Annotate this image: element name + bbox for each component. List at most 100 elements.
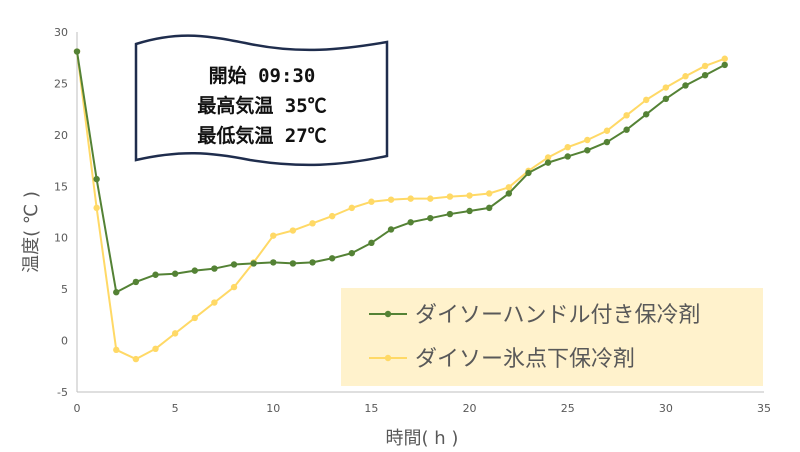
data-point [191,267,198,274]
data-point [623,126,630,133]
data-point [643,96,650,104]
x-tick-label: 0 [74,402,81,415]
x-tick-label: 15 [364,402,378,415]
y-tick-label: 5 [61,283,68,296]
data-point [603,138,611,146]
data-point [368,198,375,205]
x-tick-label: 35 [757,402,771,415]
x-tick-label: 30 [659,402,673,415]
y-axis-label: 温度( ℃ ) [21,191,42,273]
y-tick-label: 30 [54,26,68,39]
data-point [544,159,552,166]
data-point [446,193,454,200]
data-point [289,227,297,234]
data-point [721,61,728,69]
data-point [309,259,316,266]
series-1 [73,48,728,363]
axes [76,32,764,393]
legend-swatch-marker [384,354,392,362]
y-tick-label: -5 [57,386,68,399]
data-point [230,283,238,291]
y-tick-label: 10 [54,232,68,245]
data-point [564,144,571,151]
annotation-line-max-temp: 最高気温 35℃ [197,94,326,117]
data-point [407,219,414,226]
legend: ダイソーハンドル付き保冷剤 ダイソー氷点下保冷剤 [341,288,763,386]
banner-shape [134,34,389,167]
data-point [309,220,316,227]
data-point [387,226,395,233]
data-point [584,136,591,144]
data-point [387,196,395,203]
data-point [662,95,670,103]
data-point [171,330,179,337]
data-point [721,55,728,62]
x-tick-label: 25 [561,402,575,415]
data-point [682,73,689,80]
data-point [250,260,257,267]
x-tick-labels: 0 5 10 15 20 25 30 35 [74,402,772,415]
data-point [643,111,650,118]
annotation-line-start: 開始 09:30 [209,64,316,87]
data-point [113,289,120,296]
series-0 [73,48,728,296]
data-point [152,271,159,278]
data-point [328,255,336,262]
legend-label-0: ダイソーハンドル付き保冷剤 [415,303,701,328]
data-point [328,212,336,220]
data-point [191,314,198,322]
data-point [368,239,375,247]
data-point [407,195,414,202]
series-layer [73,48,728,363]
data-point [505,184,513,191]
data-point [701,72,709,79]
y-tick-label: 25 [54,77,68,90]
data-point [486,190,493,197]
x-tick-label: 20 [463,402,477,415]
data-point [603,127,611,134]
data-point [486,204,493,212]
data-point [446,210,454,218]
data-point [662,84,670,91]
data-point [427,214,434,222]
data-point [132,278,140,286]
series-line [76,51,726,361]
data-point [289,260,297,267]
data-point [701,62,709,70]
y-tick-label: 20 [54,129,68,142]
data-point [427,195,434,202]
x-axis-label: 時間( h ) [386,428,459,449]
data-point [132,355,140,363]
legend-swatch-marker [384,310,392,318]
data-point [211,299,218,306]
data-point [525,169,532,177]
legend-item-1: ダイソー氷点下保冷剤 [369,347,635,372]
data-point [93,204,100,212]
data-point [466,207,473,215]
legend-label-1: ダイソー氷点下保冷剤 [415,347,635,372]
x-tick-label: 5 [172,402,179,415]
annotation-line-min-temp: 最低気温 27℃ [197,124,326,147]
data-point [544,154,552,161]
data-point [73,48,81,55]
data-point [564,153,571,160]
data-point [171,270,179,277]
y-tick-label: 15 [54,180,68,193]
data-point [211,265,218,272]
data-point [348,204,355,212]
data-point [270,232,277,239]
annotation-banner: 開始 09:30 最高気温 35℃ 最低気温 27℃ [134,34,389,167]
data-point [93,175,100,183]
y-tick-labels: -5 0 5 10 15 20 25 30 [54,26,68,399]
data-point [682,82,689,89]
data-point [348,249,355,257]
data-point [113,346,120,354]
data-point [230,261,238,268]
data-point [505,190,513,197]
x-tick-label: 10 [266,402,280,415]
legend-item-0: ダイソーハンドル付き保冷剤 [369,303,701,328]
series-line [76,51,726,294]
data-point [584,147,591,154]
y-tick-label: 0 [61,335,68,348]
